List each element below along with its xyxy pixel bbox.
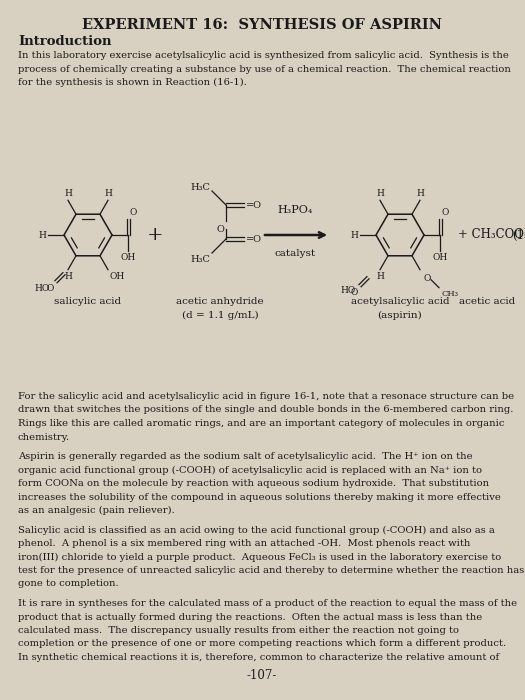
Text: It is rare in syntheses for the calculated mass of a product of the reaction to : It is rare in syntheses for the calculat… — [18, 599, 517, 608]
Text: -107-: -107- — [247, 669, 277, 682]
Text: salicylic acid: salicylic acid — [55, 297, 122, 306]
Text: (aspirin): (aspirin) — [377, 311, 423, 320]
Text: gone to completion.: gone to completion. — [18, 580, 119, 589]
Text: OH: OH — [110, 272, 125, 281]
Text: In this laboratory exercise acetylsalicylic acid is synthesized from salicylic a: In this laboratory exercise acetylsalicy… — [18, 51, 509, 60]
Text: OH: OH — [120, 253, 135, 262]
Text: H: H — [350, 230, 358, 239]
Text: acetic acid: acetic acid — [459, 297, 515, 306]
Text: For the salicylic acid and acetylsalicylic acid in figure 16-1, note that a reso: For the salicylic acid and acetylsalicyl… — [18, 392, 514, 401]
Text: acetylsalicylic acid: acetylsalicylic acid — [351, 297, 449, 306]
Text: =O: =O — [246, 200, 262, 209]
Text: organic acid functional group (-COOH) of acetylsalicylic acid is replaced with a: organic acid functional group (-COOH) of… — [18, 466, 482, 475]
Text: +: + — [147, 226, 163, 244]
Text: H: H — [376, 189, 384, 198]
Text: (d = 1.1 g/mL): (d = 1.1 g/mL) — [182, 311, 258, 320]
Text: H₃C: H₃C — [190, 255, 210, 264]
Text: HO: HO — [341, 286, 356, 295]
Text: EXPERIMENT 16:  SYNTHESIS OF ASPIRIN: EXPERIMENT 16: SYNTHESIS OF ASPIRIN — [82, 18, 442, 32]
Text: =O: =O — [246, 234, 262, 244]
Text: completion or the presence of one or more competing reactions which form a diffe: completion or the presence of one or mor… — [18, 640, 506, 648]
Text: H: H — [64, 189, 72, 198]
Text: Rings like this are called aromatic rings, and are an important category of mole: Rings like this are called aromatic ring… — [18, 419, 505, 428]
Text: In synthetic chemical reactions it is, therefore, common to characterize the rel: In synthetic chemical reactions it is, t… — [18, 653, 499, 662]
Text: O: O — [351, 288, 358, 297]
Text: increases the solubility of the compound in aqueous solutions thereby making it : increases the solubility of the compound… — [18, 493, 501, 501]
Text: for the synthesis is shown in Reaction (16-1).: for the synthesis is shown in Reaction (… — [18, 78, 247, 87]
Text: phenol.  A phenol is a six membered ring with an attached -OH.  Most phenols rea: phenol. A phenol is a six membered ring … — [18, 539, 470, 548]
Text: process of chemically creating a substance by use of a chemical reaction.  The c: process of chemically creating a substan… — [18, 64, 511, 74]
Text: O: O — [216, 225, 224, 234]
Text: (16-1): (16-1) — [512, 228, 525, 242]
Text: calculated mass.  The discrepancy usually results from either the reaction not g: calculated mass. The discrepancy usually… — [18, 626, 459, 635]
Text: H: H — [416, 189, 424, 198]
Text: H: H — [38, 230, 46, 239]
Text: H: H — [376, 272, 384, 281]
Text: catalyst: catalyst — [275, 249, 316, 258]
Text: + CH₃COOH: + CH₃COOH — [458, 228, 525, 242]
Text: HO: HO — [35, 284, 50, 293]
Text: O: O — [442, 208, 449, 217]
Text: drawn that switches the positions of the single and double bonds in the 6-member: drawn that switches the positions of the… — [18, 405, 513, 414]
Text: Salicylic acid is classified as an acid owing to the acid functional group (-COO: Salicylic acid is classified as an acid … — [18, 526, 495, 535]
Text: OH: OH — [433, 253, 448, 262]
Text: Aspirin is generally regarded as the sodium salt of acetylsalicylic acid.  The H: Aspirin is generally regarded as the sod… — [18, 452, 472, 461]
Text: form COONa on the molecule by reaction with aqueous sodium hydroxide.  That subs: form COONa on the molecule by reaction w… — [18, 479, 489, 488]
Text: H: H — [64, 272, 72, 281]
Text: CH₃: CH₃ — [441, 290, 458, 298]
Text: H₃C: H₃C — [190, 183, 210, 192]
Text: H₃PO₄: H₃PO₄ — [277, 205, 313, 215]
Text: test for the presence of unreacted salicylic acid and thereby to determine wheth: test for the presence of unreacted salic… — [18, 566, 524, 575]
Text: acetic anhydride: acetic anhydride — [176, 297, 264, 306]
Text: chemistry.: chemistry. — [18, 433, 70, 442]
Text: iron(III) chloride to yield a purple product.  Aqueous FeCl₃ is used in the labo: iron(III) chloride to yield a purple pro… — [18, 552, 501, 561]
Text: H: H — [104, 189, 112, 198]
Text: O: O — [47, 284, 54, 293]
Text: O: O — [424, 274, 432, 283]
Text: O: O — [130, 208, 138, 217]
Text: product that is actually formed during the reactions.  Often the actual mass is : product that is actually formed during t… — [18, 612, 482, 622]
Text: as an analgesic (pain reliever).: as an analgesic (pain reliever). — [18, 506, 175, 515]
Text: Introduction: Introduction — [18, 35, 111, 48]
